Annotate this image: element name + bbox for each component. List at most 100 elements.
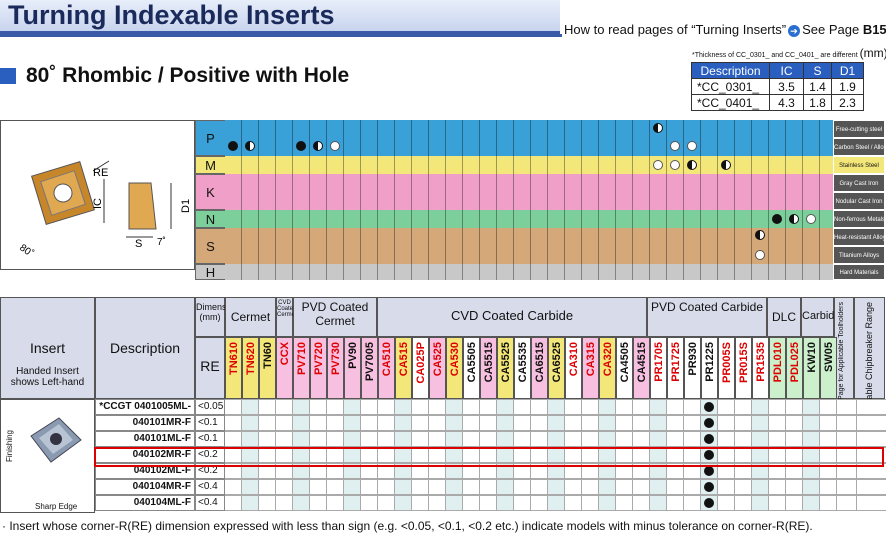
iso-cells [225,120,837,156]
availability-cell [497,415,514,431]
grid-cell [344,174,361,210]
insert-image-cell: Finishing Sharp Edge [0,399,95,513]
availability-cell [531,495,548,511]
grid-cell [803,120,820,156]
grade-header: CA515 [395,337,412,399]
grade-label: TN610 [228,342,240,376]
grid-cell [293,210,310,228]
grid-cell [565,228,582,264]
grid-cell [769,264,786,280]
table-row[interactable]: *CCGT 0401005ML-F<0.05 [95,399,886,426]
grade-header: CA530 [446,337,463,399]
availability-cell [242,399,259,415]
row-re: <0.05 [195,399,225,415]
grade-header: CA5535 [514,337,531,399]
availability-cell [616,495,633,511]
suitability-dot [670,141,680,151]
grid-cell [548,264,565,280]
grid-cell [684,210,701,228]
grid-cell [259,156,276,174]
stock-dot [704,450,714,460]
suitability-dot [653,123,663,133]
grade-label: CA525 [432,342,444,377]
grid-cell [242,120,259,156]
section-title: 80˚ Rhombic / Positive with Hole [0,64,349,88]
grid-cell [242,174,259,210]
availability-cell [310,495,327,511]
grade-header: CA5505 [463,337,480,399]
grid-cell [684,120,701,156]
grid-cell [531,120,548,156]
grid-cell [497,264,514,280]
grade-label: PR1705 [653,342,665,382]
grid-cell [361,210,378,228]
row-re: <0.1 [195,415,225,431]
iso-code: K [195,174,225,210]
availability-cell [395,399,412,415]
grid-cell [650,264,667,280]
grid-cell [599,264,616,280]
page-title: Turning Indexable Inserts [0,0,560,34]
row-description: 040104MR-F [95,479,195,495]
availability-cell [293,479,310,495]
availability-cell [616,479,633,495]
availability-cell [514,431,531,447]
availability-cell [531,479,548,495]
grid-cell [718,120,735,156]
table-row[interactable]: 040104ML-F <0.4 [95,495,886,511]
availability-cell [276,495,293,511]
grade-header: CA5515 [480,337,497,399]
see-page-label: See Page for Applicable Toolholders [838,302,845,415]
grid-cell [327,264,344,280]
stock-dot [704,418,714,428]
grid-cell [446,210,463,228]
availability-cell [480,495,497,511]
availability-cell [446,431,463,447]
availability-cell [684,415,701,431]
grade-header: CA6525 [548,337,565,399]
grid-cell [582,228,599,264]
material-label: Nodular Cast Iron [833,192,885,210]
grid-cell [718,264,735,280]
grade-header: PR005S [718,337,735,399]
availability-cell [616,399,633,415]
availability-cell [803,399,820,415]
table-row[interactable]: 040104MR-F <0.4 [95,479,886,495]
how-to-read-link[interactable]: How to read pages of “Turning Inserts” ➔ S… [562,22,886,37]
grade-label: PV7005 [364,342,376,382]
grid-cell [327,210,344,228]
availability-cell [225,495,242,511]
availability-cell [701,399,718,415]
cvd-cermet-header: CVD Coated Cermet [276,297,297,337]
grid-cell [769,228,786,264]
availability-cell [786,399,803,415]
availability-cell [650,479,667,495]
grade-label: PV90 [347,342,359,369]
table-row[interactable]: 040101MR-F <0.1 [95,415,886,431]
availability-cell [565,463,582,479]
iso-row-m: M Stainless Steel [195,156,885,174]
thickness-cell: 1.4 [803,78,832,95]
availability-cell [361,399,378,415]
availability-cell [463,463,480,479]
description-header: Description [95,297,195,399]
grid-cell [650,120,667,156]
material-label: Hard Materials [833,264,885,280]
dlc-header: DLC [767,297,801,337]
grid-cell [242,228,259,264]
table-row[interactable]: 040102ML-F <0.2 [95,463,886,479]
availability-cell [242,463,259,479]
table-row[interactable]: 040101ML-F <0.1 [95,431,886,447]
suitability-dot [670,160,680,170]
iso-code: H [195,264,225,280]
grade-label: PR930 [687,342,699,376]
chipbreaker-header: Applicable Chipbreaker Range [854,297,885,424]
grid-cell [446,174,463,210]
grid-cell [548,156,565,174]
suitability-dot [313,141,323,151]
availability-cell [276,415,293,431]
grade-header: TN610 [225,337,242,399]
grid-cell [429,228,446,264]
grid-cell [276,264,293,280]
availability-cell [650,463,667,479]
